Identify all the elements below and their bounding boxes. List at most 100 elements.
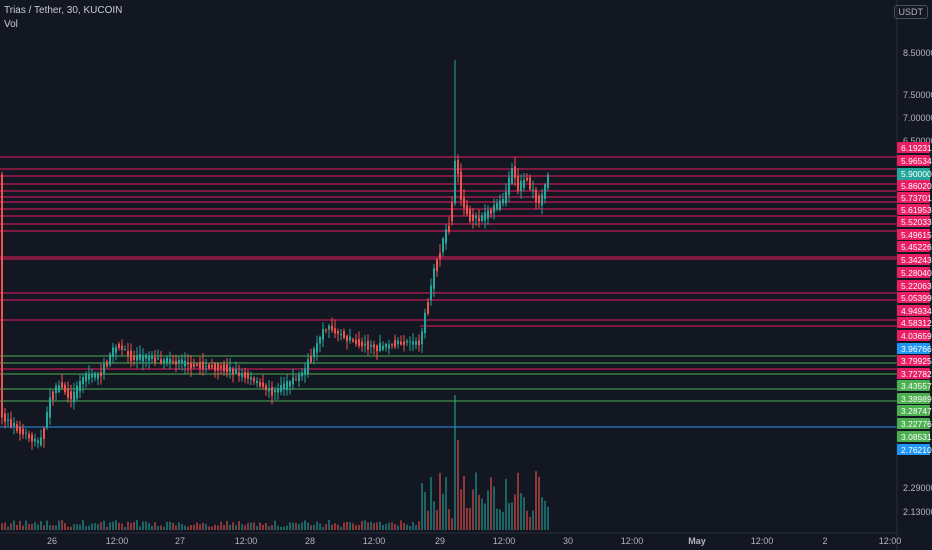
candle-body <box>286 381 288 390</box>
volume-bar <box>532 510 534 530</box>
volume-bar <box>193 524 195 530</box>
volume-bar <box>232 522 234 530</box>
volume-bar <box>190 525 192 530</box>
volume-bar <box>16 524 18 530</box>
price-tag <box>897 418 930 429</box>
price-axis-tick: 7.00000 <box>903 113 932 123</box>
price-axis-tick: 2.13000 <box>903 507 932 517</box>
candle-body <box>259 382 261 387</box>
candle-body <box>457 159 459 175</box>
candle-body <box>430 285 432 301</box>
candle-body <box>340 334 342 336</box>
candle-body <box>376 345 378 352</box>
volume-bar <box>403 522 405 530</box>
volume-bar <box>370 521 372 530</box>
volume-bar <box>412 521 414 530</box>
volume-bar <box>271 524 273 530</box>
candle-body <box>37 440 39 443</box>
volume-bar <box>379 521 381 530</box>
candle-body <box>148 355 150 361</box>
price-tag-label: 5.49615 <box>901 230 932 240</box>
candle-body <box>226 364 228 373</box>
price-tag-label: 5.34243 <box>901 255 932 265</box>
candle-body <box>469 209 471 222</box>
price-tag-label: 3.96766 <box>901 344 932 354</box>
volume-indicator-label[interactable]: Vol <box>4 19 18 30</box>
candle-body <box>307 359 309 374</box>
candle-body <box>202 361 204 369</box>
candle-body <box>523 179 525 189</box>
volume-bar <box>214 524 216 530</box>
volume-bar <box>25 520 27 530</box>
candle-body <box>265 385 267 390</box>
volume-bar <box>364 520 366 530</box>
candle-body <box>436 259 438 272</box>
price-tags: 6.192315.965345.9000004:035.860205.73701… <box>897 142 932 455</box>
volume-bar <box>109 522 111 530</box>
candle-body <box>445 229 447 244</box>
volume-bar <box>529 516 531 530</box>
price-tag-label: 5.86020 <box>901 181 932 191</box>
candle-body <box>97 374 99 379</box>
candle-body <box>115 347 117 353</box>
time-axis-tick: 12:00 <box>363 536 386 546</box>
volume-bar <box>259 522 261 530</box>
volume-bar <box>466 507 468 530</box>
candle-body <box>250 377 252 380</box>
volume-bar <box>397 525 399 530</box>
price-tag <box>897 368 930 379</box>
candle-body <box>40 437 42 446</box>
volume-bar <box>175 525 177 530</box>
candle-body <box>172 360 174 362</box>
volume-bar <box>196 522 198 530</box>
price-axis: 8.50000 7.50000 7.00000 6.50000 2.29000 2.130… <box>903 48 932 517</box>
volume-bar <box>202 522 204 530</box>
price-axis-tick: 7.50000 <box>903 90 932 100</box>
price-tag-label: 5.45226 <box>901 242 932 252</box>
candle-body <box>277 388 279 393</box>
candle-body <box>412 341 414 345</box>
price-tag-label: 5.52033 <box>901 217 932 227</box>
candle-body <box>394 340 396 347</box>
candle-body <box>193 364 195 367</box>
volume-bar <box>34 522 36 530</box>
candle-body <box>229 366 231 373</box>
price-tag <box>897 305 930 316</box>
volume-bar <box>406 524 408 530</box>
candle-body <box>163 359 165 363</box>
candle-body <box>325 329 327 331</box>
candle-body <box>169 358 171 363</box>
candle-body <box>160 359 162 363</box>
volume-bar <box>526 510 528 530</box>
volume-bar <box>367 522 369 530</box>
candle-body <box>334 328 336 334</box>
candle-body <box>421 331 423 345</box>
volume-bar <box>307 522 309 530</box>
candle-body <box>133 355 135 360</box>
volume-bar <box>166 521 168 530</box>
volume-bar <box>490 477 492 530</box>
candle-body <box>331 325 333 331</box>
volume-bar <box>82 520 84 530</box>
candle-body <box>502 199 504 204</box>
candle-body <box>361 341 363 347</box>
volume-bar <box>211 526 213 530</box>
candle-body <box>190 362 192 369</box>
candle-body <box>283 383 285 390</box>
volume-bar <box>148 523 150 530</box>
volume-bar <box>442 493 444 530</box>
candle-body <box>262 382 264 387</box>
candle-body <box>382 345 384 350</box>
price-tag <box>897 180 930 191</box>
price-tag-label: 5.73701 <box>901 193 932 203</box>
volume-bar <box>157 526 159 530</box>
volume-bar <box>304 520 306 530</box>
volume-bar <box>520 493 522 530</box>
volume-bar <box>10 523 12 530</box>
volume-bar <box>325 524 327 530</box>
volume-bar <box>133 521 135 530</box>
candle-body <box>85 373 87 382</box>
currency-button[interactable]: USDT <box>893 5 928 19</box>
